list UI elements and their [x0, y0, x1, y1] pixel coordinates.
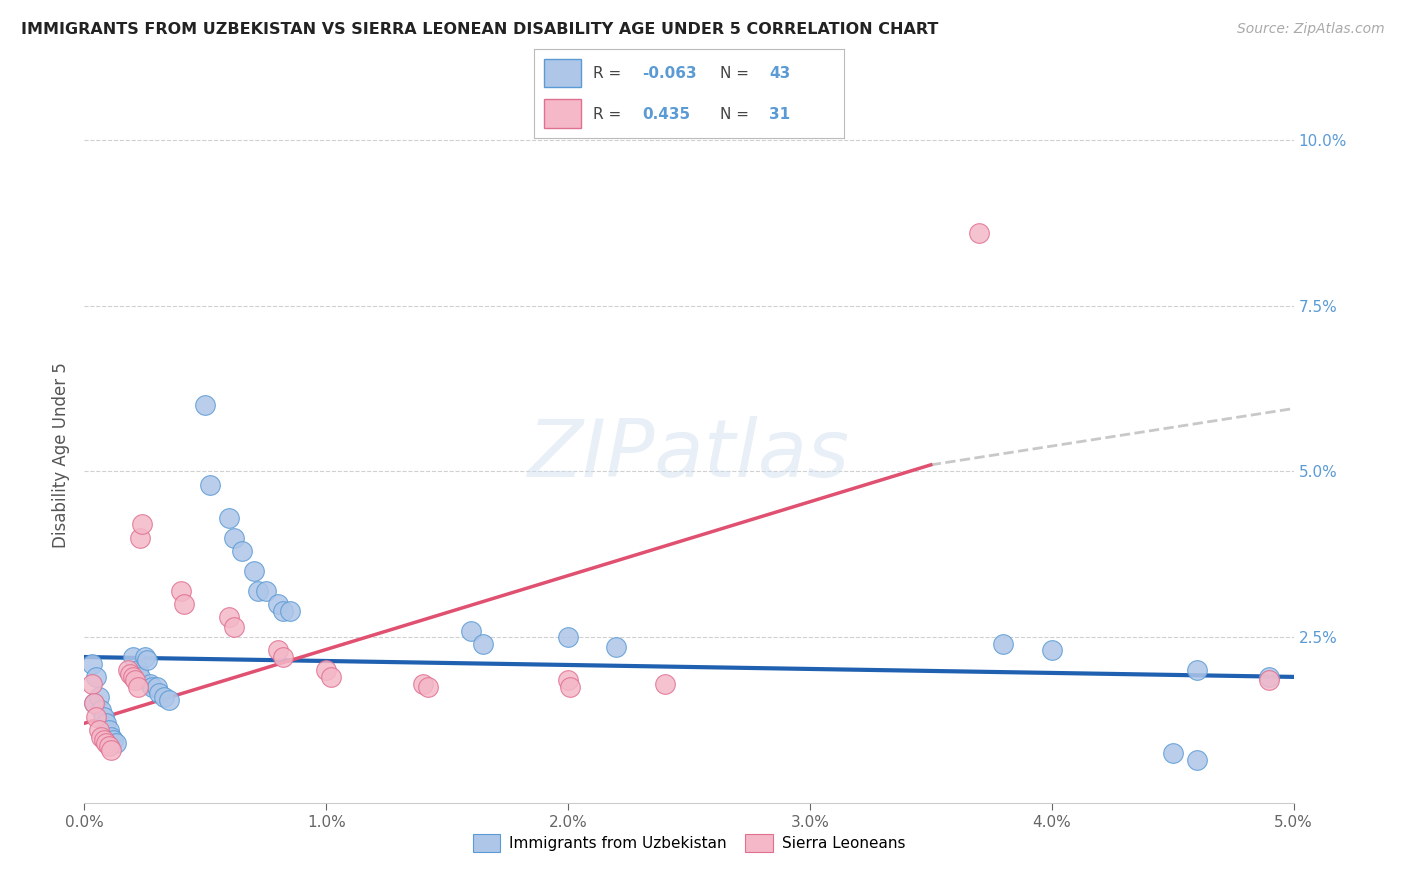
Point	[153, 690, 176, 704]
Point	[412, 676, 434, 690]
Point	[121, 650, 143, 665]
Point	[120, 666, 142, 681]
Point	[136, 653, 159, 667]
Point	[157, 693, 180, 707]
Point	[198, 477, 221, 491]
Point	[416, 680, 439, 694]
Point	[127, 680, 149, 694]
Point	[87, 723, 110, 737]
Text: R =: R =	[593, 107, 626, 121]
Point	[100, 730, 122, 744]
Point	[557, 630, 579, 644]
Point	[86, 670, 108, 684]
Point	[97, 723, 120, 737]
Y-axis label: Disability Age Under 5: Disability Age Under 5	[52, 362, 70, 548]
Point	[267, 597, 290, 611]
Point	[104, 736, 127, 750]
Point	[100, 743, 122, 757]
Point	[1185, 753, 1208, 767]
Point	[271, 650, 294, 665]
Point	[560, 680, 582, 694]
Point	[138, 676, 160, 690]
Point	[218, 610, 240, 624]
Point	[148, 686, 170, 700]
Point	[124, 673, 146, 688]
Point	[131, 517, 153, 532]
Point	[605, 640, 627, 654]
Point	[129, 670, 152, 684]
Text: -0.063: -0.063	[643, 66, 697, 80]
Point	[278, 604, 301, 618]
Point	[654, 676, 676, 690]
Point	[247, 583, 270, 598]
Text: Source: ZipAtlas.com: Source: ZipAtlas.com	[1237, 22, 1385, 37]
Point	[1161, 746, 1184, 760]
Point	[557, 673, 579, 688]
Point	[1258, 673, 1281, 688]
Text: N =: N =	[720, 107, 754, 121]
Point	[267, 643, 290, 657]
Point	[170, 583, 193, 598]
Point	[224, 620, 246, 634]
Point	[121, 670, 143, 684]
Point	[103, 732, 125, 747]
Point	[218, 511, 240, 525]
Point	[194, 398, 217, 412]
Point	[242, 564, 264, 578]
Point	[134, 650, 156, 665]
Point	[86, 709, 108, 723]
Text: IMMIGRANTS FROM UZBEKISTAN VS SIERRA LEONEAN DISABILITY AGE UNDER 5 CORRELATION : IMMIGRANTS FROM UZBEKISTAN VS SIERRA LEO…	[21, 22, 938, 37]
Point	[93, 732, 115, 747]
Point	[173, 597, 195, 611]
Point	[127, 663, 149, 677]
Text: R =: R =	[593, 66, 626, 80]
Point	[94, 716, 117, 731]
Point	[83, 697, 105, 711]
Bar	[544, 99, 581, 128]
Text: 31: 31	[769, 107, 790, 121]
Point	[315, 663, 337, 677]
Point	[1040, 643, 1063, 657]
Text: 0.435: 0.435	[643, 107, 690, 121]
Point	[90, 730, 112, 744]
Point	[254, 583, 277, 598]
Point	[83, 697, 105, 711]
Point	[117, 663, 139, 677]
Point	[80, 676, 103, 690]
Legend: Immigrants from Uzbekistan, Sierra Leoneans: Immigrants from Uzbekistan, Sierra Leone…	[467, 828, 911, 858]
Point	[90, 703, 112, 717]
Point	[224, 531, 246, 545]
Point	[271, 604, 294, 618]
Point	[472, 637, 495, 651]
Point	[460, 624, 482, 638]
Point	[1185, 663, 1208, 677]
Point	[141, 680, 163, 694]
Text: N =: N =	[720, 66, 754, 80]
Bar	[544, 59, 581, 87]
Point	[94, 736, 117, 750]
Point	[97, 739, 120, 754]
Point	[231, 544, 253, 558]
Point	[967, 226, 990, 240]
Point	[993, 637, 1015, 651]
Point	[87, 690, 110, 704]
Point	[1258, 670, 1281, 684]
Point	[80, 657, 103, 671]
Point	[319, 670, 342, 684]
Point	[129, 531, 152, 545]
Text: 43: 43	[769, 66, 790, 80]
Point	[93, 709, 115, 723]
Text: ZIPatlas: ZIPatlas	[527, 416, 851, 494]
Point	[146, 680, 169, 694]
